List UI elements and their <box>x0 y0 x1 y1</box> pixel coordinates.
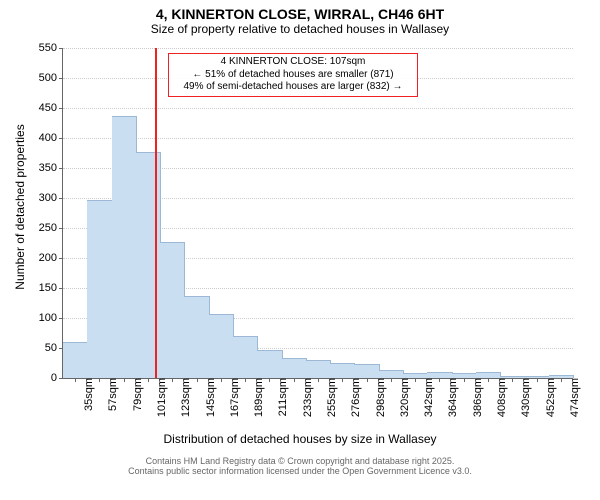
xtick-label: 320sqm <box>395 378 411 417</box>
chart-title: 4, KINNERTON CLOSE, WIRRAL, CH46 6HT <box>0 0 600 22</box>
histogram-bar <box>136 152 161 378</box>
xtick-label: 474sqm <box>565 378 581 417</box>
histogram-bar <box>257 350 282 378</box>
xtick-mark <box>367 378 368 382</box>
xtick-mark <box>75 378 76 382</box>
chart-container: 4, KINNERTON CLOSE, WIRRAL, CH46 6HT Siz… <box>0 0 600 500</box>
xtick-label: 452sqm <box>541 378 557 417</box>
xtick-mark <box>561 378 562 382</box>
histogram-bar <box>209 314 234 378</box>
xtick-label: 211sqm <box>273 378 289 416</box>
property-marker-line <box>155 48 157 378</box>
footer-line2: Contains public sector information licen… <box>0 466 600 476</box>
xtick-label: 233sqm <box>298 378 314 417</box>
ytick-label: 300 <box>39 192 63 204</box>
histogram-bar <box>112 116 137 378</box>
xtick-label: 298sqm <box>371 378 387 417</box>
ytick-label: 350 <box>39 162 63 174</box>
y-axis-label: Number of detached properties <box>13 107 27 307</box>
ytick-label: 450 <box>39 102 63 114</box>
xtick-label: 364sqm <box>443 378 459 417</box>
xtick-label: 430sqm <box>516 378 532 417</box>
xtick-label: 101sqm <box>152 378 168 417</box>
gridline <box>63 138 573 139</box>
histogram-bar <box>184 296 209 378</box>
histogram-bar <box>63 342 88 378</box>
xtick-mark <box>318 378 319 382</box>
xtick-label: 35sqm <box>79 378 95 411</box>
ytick-label: 500 <box>39 72 63 84</box>
xtick-mark <box>415 378 416 382</box>
annotation-line1: 4 KINNERTON CLOSE: 107sqm <box>173 56 413 69</box>
xtick-mark <box>124 378 125 382</box>
ytick-label: 400 <box>39 132 63 144</box>
annotation-box: 4 KINNERTON CLOSE: 107sqm← 51% of detach… <box>168 53 418 97</box>
xtick-mark <box>148 378 149 382</box>
xtick-mark <box>269 378 270 382</box>
plot-area: 05010015020025030035040045050055035sqm57… <box>62 48 573 379</box>
histogram-bar <box>233 336 258 378</box>
histogram-bar <box>87 200 112 378</box>
xtick-label: 57sqm <box>103 378 119 411</box>
histogram-bar <box>379 370 404 378</box>
histogram-bar <box>330 363 355 378</box>
xtick-label: 79sqm <box>128 378 144 411</box>
footer-line1: Contains HM Land Registry data © Crown c… <box>0 456 600 466</box>
chart-subtitle: Size of property relative to detached ho… <box>0 22 600 36</box>
xtick-mark <box>537 378 538 382</box>
histogram-bar <box>306 360 331 378</box>
ytick-label: 50 <box>45 342 63 354</box>
xtick-mark <box>391 378 392 382</box>
xtick-label: 386sqm <box>468 378 484 417</box>
histogram-bar <box>160 242 185 378</box>
ytick-label: 100 <box>39 312 63 324</box>
xtick-mark <box>245 378 246 382</box>
xtick-mark <box>172 378 173 382</box>
xtick-mark <box>342 378 343 382</box>
ytick-label: 550 <box>39 42 63 54</box>
xtick-label: 189sqm <box>249 378 265 417</box>
ytick-label: 150 <box>39 282 63 294</box>
xtick-mark <box>197 378 198 382</box>
gridline <box>63 48 573 49</box>
x-axis-label: Distribution of detached houses by size … <box>0 432 600 446</box>
ytick-label: 0 <box>51 372 63 384</box>
annotation-line3: 49% of semi-detached houses are larger (… <box>173 81 413 94</box>
histogram-bar <box>354 364 379 378</box>
chart-footer: Contains HM Land Registry data © Crown c… <box>0 456 600 476</box>
histogram-bar <box>282 358 307 378</box>
xtick-mark <box>221 378 222 382</box>
ytick-label: 200 <box>39 252 63 264</box>
xtick-mark <box>99 378 100 382</box>
xtick-mark <box>439 378 440 382</box>
xtick-label: 255sqm <box>322 378 338 417</box>
xtick-mark <box>512 378 513 382</box>
xtick-label: 276sqm <box>346 378 362 417</box>
xtick-mark <box>294 378 295 382</box>
xtick-label: 123sqm <box>176 378 192 417</box>
xtick-label: 408sqm <box>492 378 508 417</box>
ytick-label: 250 <box>39 222 63 234</box>
gridline <box>63 108 573 109</box>
annotation-line2: ← 51% of detached houses are smaller (87… <box>173 69 413 82</box>
xtick-label: 167sqm <box>225 378 241 417</box>
xtick-label: 342sqm <box>419 378 435 417</box>
xtick-mark <box>464 378 465 382</box>
xtick-label: 145sqm <box>201 378 217 417</box>
xtick-mark <box>488 378 489 382</box>
